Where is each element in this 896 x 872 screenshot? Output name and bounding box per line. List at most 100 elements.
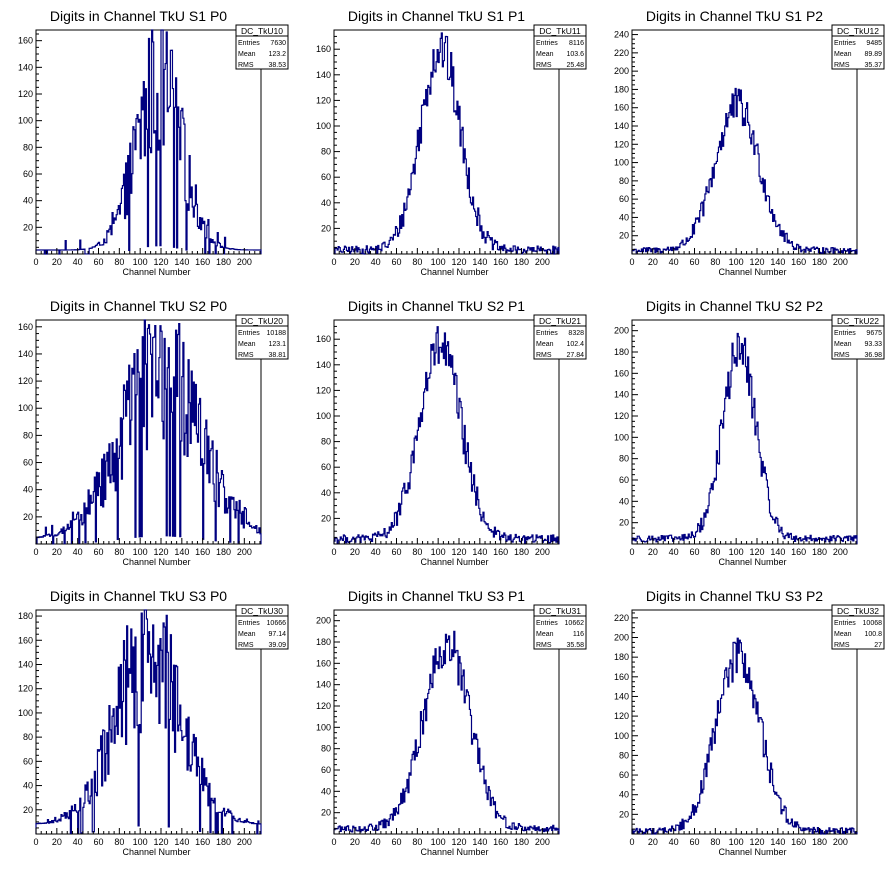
x-tick-label: 60 [391, 257, 401, 267]
y-tick-label: 20 [321, 223, 331, 233]
stats-entries-label: Entries [238, 40, 260, 47]
y-tick-label: 60 [619, 770, 629, 780]
y-tick-label: 180 [316, 637, 331, 647]
y-tick-label: 140 [18, 659, 33, 669]
y-tick-label: 120 [316, 95, 331, 105]
x-tick-label: 20 [52, 547, 62, 557]
stats-entries-label: Entries [536, 620, 558, 627]
x-tick-label: 20 [648, 837, 658, 847]
x-tick-label: 80 [114, 257, 124, 267]
x-tick-label: 20 [648, 257, 658, 267]
x-tick-label: 180 [514, 257, 529, 267]
x-tick-label: 100 [431, 837, 446, 847]
stats-rms-label: RMS [834, 62, 850, 69]
stats-entries-label: Entries [238, 330, 260, 337]
stats-mean-value: 123.1 [268, 341, 286, 348]
y-tick-label: 120 [316, 385, 331, 395]
y-tick-label: 20 [619, 231, 629, 241]
stats-mean-value: 97.14 [268, 631, 286, 638]
x-axis-label: Channel Number [122, 847, 190, 857]
stats-rms-label: RMS [536, 62, 552, 69]
x-tick-label: 40 [73, 837, 83, 847]
y-tick-label: 60 [23, 169, 33, 179]
x-tick-label: 0 [33, 257, 38, 267]
stats-mean-value: 93.33 [864, 341, 882, 348]
x-tick-label: 180 [812, 257, 827, 267]
x-tick-label: 140 [472, 837, 487, 847]
y-tick-label: 140 [614, 121, 629, 131]
y-tick-label: 100 [614, 432, 629, 442]
x-tick-label: 60 [93, 257, 103, 267]
x-tick-label: 180 [216, 837, 231, 847]
y-tick-label: 40 [23, 781, 33, 791]
y-tick-label: 160 [614, 368, 629, 378]
chart-title: Digits in Channel TkU S2 P0 [50, 298, 227, 314]
x-tick-label: 100 [729, 837, 744, 847]
y-tick-label: 20 [321, 513, 331, 523]
plot-frame [631, 29, 858, 255]
y-tick-label: 200 [316, 616, 331, 626]
stats-rms-label: RMS [834, 642, 850, 649]
stats-mean-label: Mean [238, 341, 256, 348]
y-tick-label: 120 [18, 89, 33, 99]
stats-box-frame [533, 24, 587, 70]
x-tick-label: 80 [114, 837, 124, 847]
stats-entries-label: Entries [834, 330, 856, 337]
histogram-line [333, 326, 560, 544]
y-tick-label: 20 [23, 512, 33, 522]
stats-box-frame [533, 314, 587, 360]
stats-mean-value: 103.6 [566, 51, 584, 58]
x-axis-label: Channel Number [718, 267, 786, 277]
x-tick-label: 160 [195, 837, 210, 847]
stats-rms-value: 35.37 [864, 62, 882, 69]
stats-entries-value: 10188 [267, 330, 287, 337]
y-tick-label: 100 [316, 411, 331, 421]
y-tick-label: 160 [18, 36, 33, 46]
y-tick-label: 160 [316, 334, 331, 344]
pad-2-0: Digits in Channel TkU S2 P0 0 20 40 60 80 100 1… [18, 298, 289, 567]
x-tick-label: 60 [93, 837, 103, 847]
stats-box-frame [533, 604, 587, 650]
histogram-line [35, 319, 262, 545]
y-tick-label: 80 [321, 744, 331, 754]
y-tick-label: 60 [321, 765, 331, 775]
stats-box-frame [831, 24, 885, 70]
stats-box: DC_TkU21 Entries 8328 Mean 102.4 RMS 27.84 [533, 314, 587, 360]
histogram-line [631, 87, 858, 254]
y-tick-label: 120 [316, 701, 331, 711]
y-tick-label: 100 [316, 121, 331, 131]
y-tick-label: 200 [614, 66, 629, 76]
x-tick-label: 60 [689, 837, 699, 847]
x-axis-label: Channel Number [420, 557, 488, 567]
y-tick-label: 120 [614, 711, 629, 721]
stats-mean-value: 116 [573, 631, 584, 638]
stats-entries-value: 9675 [866, 330, 882, 337]
x-tick-label: 160 [493, 837, 508, 847]
chart-title: Digits in Channel TkU S3 P2 [646, 588, 823, 604]
stats-mean-value: 123.2 [268, 51, 286, 58]
y-tick-label: 140 [614, 691, 629, 701]
stats-entries-value: 10662 [565, 620, 585, 627]
x-tick-label: 100 [133, 257, 148, 267]
x-tick-label: 160 [791, 837, 806, 847]
x-tick-label: 100 [133, 547, 148, 557]
pad-3-1: Digits in Channel TkU S3 P1 0 20 40 60 80 100 1… [316, 588, 587, 857]
y-tick-label: 100 [18, 116, 33, 126]
pad-3-2: Digits in Channel TkU S3 P2 0 20 40 60 80 100 1… [614, 588, 885, 857]
x-tick-label: 100 [431, 547, 446, 557]
plot-frame [631, 609, 858, 835]
x-tick-label: 20 [350, 257, 360, 267]
y-tick-label: 80 [23, 142, 33, 152]
y-tick-label: 220 [614, 613, 629, 623]
histogram-line [631, 637, 858, 835]
pad-1-2: Digits in Channel TkU S1 P2 0 20 40 60 80 100 1… [614, 8, 885, 277]
stats-box: DC_TkU11 Entries 8116 Mean 103.6 RMS 25.48 [533, 24, 587, 70]
x-tick-label: 60 [689, 257, 699, 267]
plot-frame [333, 319, 560, 545]
y-tick-label: 220 [614, 48, 629, 58]
x-tick-label: 40 [669, 837, 679, 847]
stats-entries-value: 10666 [267, 620, 287, 627]
x-tick-label: 180 [216, 547, 231, 557]
x-tick-label: 160 [493, 257, 508, 267]
stats-name: DC_TkU22 [837, 316, 879, 326]
